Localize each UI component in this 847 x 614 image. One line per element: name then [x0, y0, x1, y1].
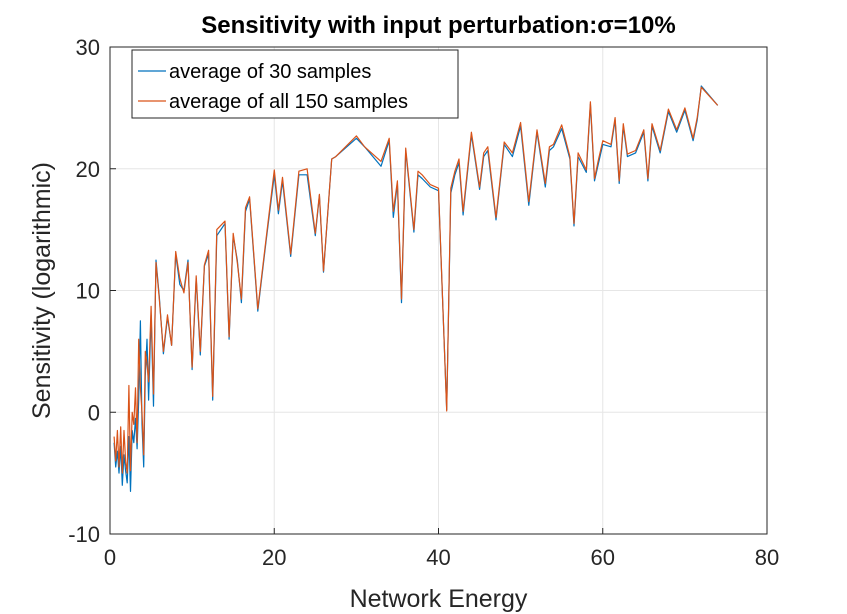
- series-line-2: [113, 86, 719, 474]
- y-tick-label: 30: [76, 35, 100, 60]
- y-tick-label: 10: [76, 279, 100, 304]
- series-group: [113, 85, 719, 492]
- y-tick-label: 0: [88, 400, 100, 425]
- legend: average of 30 samples average of all 150…: [131, 49, 459, 119]
- x-tick-label: 20: [262, 545, 286, 570]
- x-tick-label: 0: [104, 545, 116, 570]
- x-axis-label: Network Energy: [350, 585, 528, 613]
- legend-label-series-1: average of 30 samples: [169, 61, 371, 83]
- legend-box: [131, 49, 459, 119]
- x-tick-label: 60: [591, 545, 615, 570]
- y-axis-label: Sensitivity (logarithmic): [28, 162, 56, 419]
- x-tick-label: 80: [755, 545, 779, 570]
- y-tick-label: 20: [76, 157, 100, 182]
- y-tick-label: -10: [68, 522, 100, 547]
- legend-label-series-2: average of all 150 samples: [169, 91, 408, 113]
- x-tick-label: 40: [426, 545, 450, 570]
- chart-title: Sensitivity with input perturbation:σ=10…: [201, 12, 675, 39]
